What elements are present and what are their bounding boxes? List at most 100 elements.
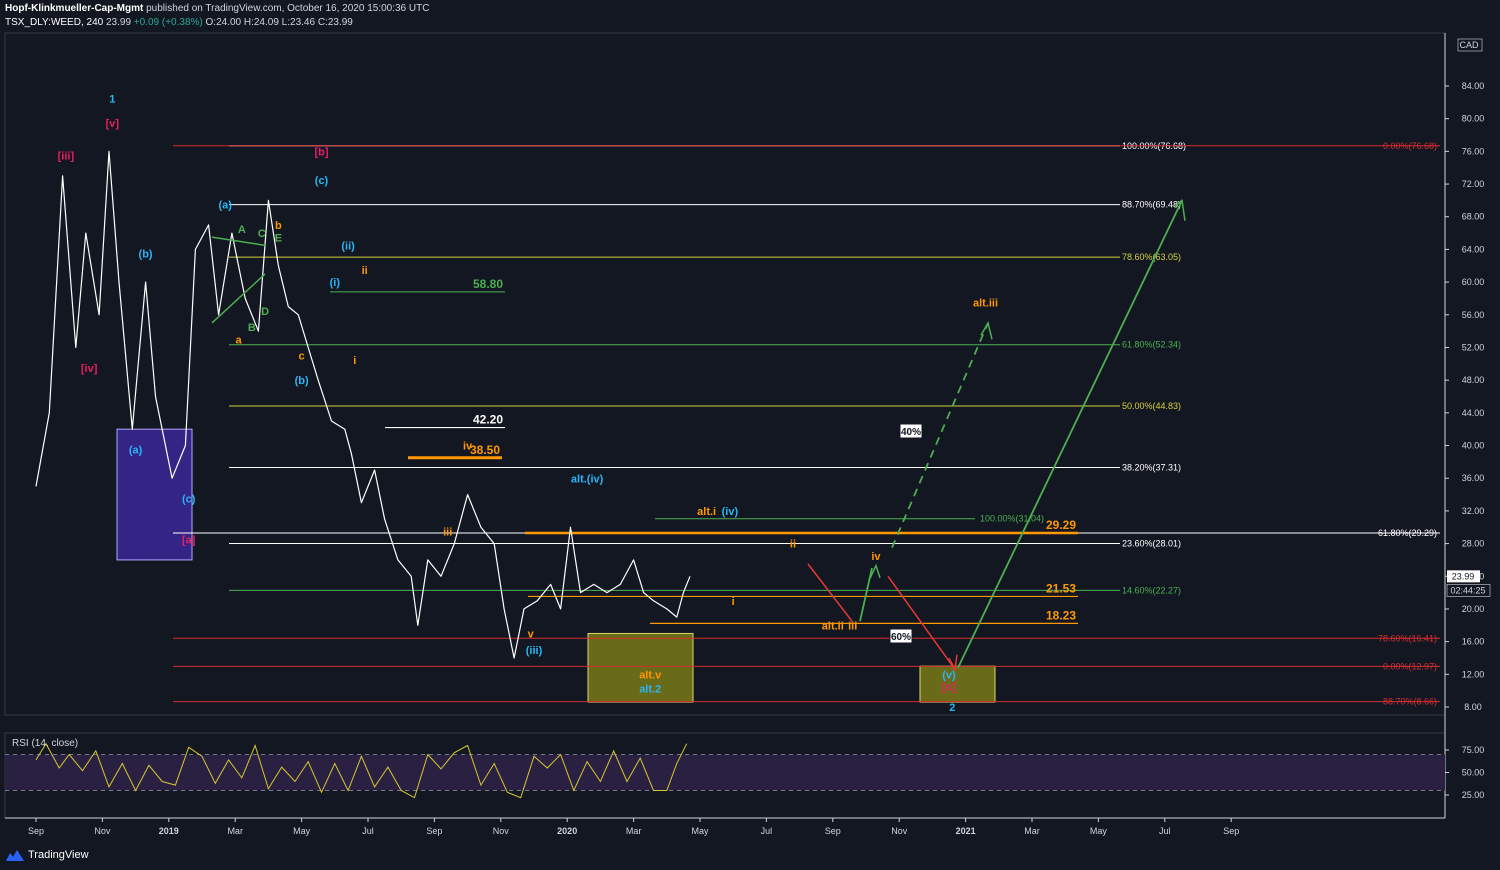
wave-label: (i) bbox=[330, 277, 341, 289]
x-tick-label: Mar bbox=[227, 826, 243, 836]
wave-label: D bbox=[261, 306, 269, 318]
y-tick-label: 20.00 bbox=[1462, 604, 1485, 614]
wave-label: ii bbox=[790, 539, 796, 551]
y-tick-label: 68.00 bbox=[1462, 212, 1485, 222]
symbol-name: TSX_DLY:WEED, 240 bbox=[5, 17, 104, 28]
price-level-label: 29.29 bbox=[1046, 518, 1076, 532]
projection-red-line-2 bbox=[887, 575, 956, 670]
y-tick-label: 76.00 bbox=[1462, 146, 1485, 156]
current-price-tag-label: 23.99 bbox=[1452, 571, 1475, 581]
projection-green-dashed-head bbox=[980, 320, 993, 340]
wave-label: alt.2 bbox=[639, 683, 661, 695]
wave-label: (b) bbox=[139, 249, 153, 261]
wave-label: [iii] bbox=[58, 151, 75, 163]
y-tick-label: 12.00 bbox=[1462, 669, 1485, 679]
wave-label: [iv] bbox=[81, 363, 98, 375]
wave-label: b bbox=[275, 220, 282, 232]
wave-label: alt.i bbox=[697, 506, 716, 518]
rsi-tick-label: 25.00 bbox=[1462, 790, 1485, 800]
projection-green-small bbox=[859, 567, 873, 622]
wave-label: iv bbox=[463, 441, 473, 453]
x-tick-label: May bbox=[293, 826, 311, 836]
wave-label: (b) bbox=[295, 375, 309, 387]
price-series-line bbox=[35, 150, 691, 659]
wave-label: (c) bbox=[182, 494, 196, 506]
y-tick-label: 36.00 bbox=[1462, 473, 1485, 483]
author-name[interactable]: Hopf-Klinkmueller-Cap-Mgmt bbox=[5, 3, 144, 14]
wave-label: c bbox=[299, 351, 305, 363]
y-tick-label: 56.00 bbox=[1462, 310, 1485, 320]
ohlc-values: O:24.00 H:24.09 L:23.46 C:23.99 bbox=[205, 17, 353, 28]
currency-label: CAD bbox=[1459, 40, 1479, 50]
wave-label: [v] bbox=[106, 118, 120, 130]
current-price-tag bbox=[1447, 570, 1480, 583]
projection-green-small-head bbox=[868, 563, 881, 581]
publisher-line: Hopf-Klinkmueller-Cap-Mgmt published on … bbox=[5, 3, 429, 14]
wave-label: iv bbox=[871, 551, 881, 563]
wave-label: 1 bbox=[109, 93, 115, 105]
last-price: 23.99 bbox=[105, 17, 132, 28]
fib-level-label: 23.60%(28.01) bbox=[1122, 538, 1181, 548]
rsi-tick-label: 75.00 bbox=[1462, 745, 1485, 755]
wave-label: (a) bbox=[129, 445, 143, 457]
tradingview-logo-icon bbox=[6, 850, 24, 861]
y-tick-label: 44.00 bbox=[1462, 408, 1485, 418]
x-tick-label: Sep bbox=[28, 826, 44, 836]
x-tick-label: 2019 bbox=[159, 826, 179, 836]
wave-label: (iii) bbox=[526, 645, 543, 657]
fib-level-label: 50.00%(44.83) bbox=[1122, 401, 1181, 411]
fib-level-label: 78.60%(63.05) bbox=[1122, 252, 1181, 262]
fib-level-label: 38.20%(37.31) bbox=[1122, 463, 1181, 473]
y-tick-label: 84.00 bbox=[1462, 81, 1485, 91]
wave-label: alt.iii bbox=[973, 298, 998, 310]
projection-green-long bbox=[957, 200, 1183, 669]
fib-level-label: 61.80%(29.29) bbox=[1378, 528, 1437, 538]
wave-box-purple bbox=[116, 428, 193, 561]
x-tick-label: Nov bbox=[94, 826, 111, 836]
triangle-upper-line bbox=[211, 236, 266, 247]
wave-label: v bbox=[528, 629, 535, 641]
wave-label: [a] bbox=[182, 535, 196, 547]
symbol-line: TSX_DLY:WEED, 240 23.99 +0.09 (+0.38%) O… bbox=[5, 17, 353, 28]
wave-label: a bbox=[235, 334, 242, 346]
y-tick-label: 60.00 bbox=[1462, 277, 1485, 287]
wave-label: B bbox=[248, 322, 256, 334]
y-tick-label: 64.00 bbox=[1462, 244, 1485, 254]
wave-label: (c) bbox=[315, 175, 329, 187]
wave-label: (v) bbox=[942, 669, 956, 681]
probability-box bbox=[889, 628, 913, 644]
tradingview-brand[interactable]: TradingView bbox=[6, 849, 89, 861]
wave-label: (iv) bbox=[722, 506, 739, 518]
x-tick-label: Mar bbox=[1024, 826, 1040, 836]
y-tick-label: 16.00 bbox=[1462, 637, 1485, 647]
fib-level-label: 0.00%(76.68) bbox=[1383, 141, 1437, 151]
price-level-label: 18.23 bbox=[1046, 608, 1076, 622]
x-tick-label: Jul bbox=[761, 826, 773, 836]
y-tick-label: 8.00 bbox=[1464, 702, 1482, 712]
projection-red-line-1 bbox=[807, 563, 853, 622]
wave-label: E bbox=[275, 232, 282, 244]
x-tick-label: Mar bbox=[626, 826, 642, 836]
x-tick-label: May bbox=[691, 826, 709, 836]
y-tick-label: 80.00 bbox=[1462, 114, 1485, 124]
publish-info: published on TradingView.com, October 16… bbox=[146, 3, 430, 14]
x-tick-label: Sep bbox=[1223, 826, 1239, 836]
y-tick-label: 48.00 bbox=[1462, 375, 1485, 385]
wave-label: 2 bbox=[949, 702, 955, 714]
projection-green-long-head bbox=[1174, 198, 1186, 221]
wave-label: ii bbox=[362, 265, 368, 277]
wave-label: iii bbox=[848, 620, 857, 632]
price-level-label: 38.50 bbox=[470, 443, 500, 457]
price-change: +0.09 (+0.38%) bbox=[133, 17, 203, 28]
wave-label: [b] bbox=[314, 146, 328, 158]
wave-label: C bbox=[258, 228, 266, 240]
fib-level-label: 78.60%(16.41) bbox=[1378, 633, 1437, 643]
y-tick-label: 72.00 bbox=[1462, 179, 1485, 189]
wave-label: (ii) bbox=[341, 240, 355, 252]
rsi-band-fill bbox=[5, 754, 1445, 791]
price-level-label: 42.20 bbox=[473, 413, 503, 427]
rsi-tick-label: 50.00 bbox=[1462, 768, 1485, 778]
x-tick-label: Sep bbox=[426, 826, 442, 836]
x-tick-label: Jul bbox=[362, 826, 374, 836]
